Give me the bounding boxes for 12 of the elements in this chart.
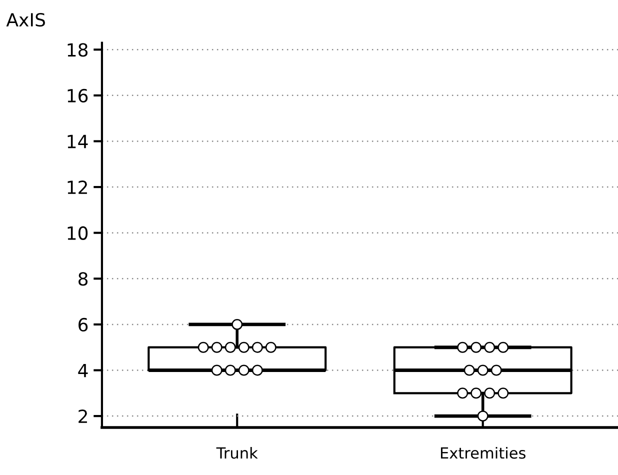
x-tick-label: Extremities (440, 446, 526, 459)
y-tick-label: 2 (78, 410, 87, 423)
y-tick-label: 4 (78, 364, 88, 378)
x-tick-label: Trunk (216, 446, 258, 459)
y-tick-label: 10 (68, 226, 88, 240)
y-tick-label: 8 (78, 272, 88, 286)
y-tick-label: 14 (68, 134, 88, 148)
y-tick-label: 6 (78, 318, 88, 332)
y-axis-title: AxIS (6, 12, 45, 27)
y-tick-label: 12 (68, 180, 87, 194)
y-tick-label: 18 (68, 43, 88, 57)
y-tick-label: 16 (68, 88, 88, 103)
